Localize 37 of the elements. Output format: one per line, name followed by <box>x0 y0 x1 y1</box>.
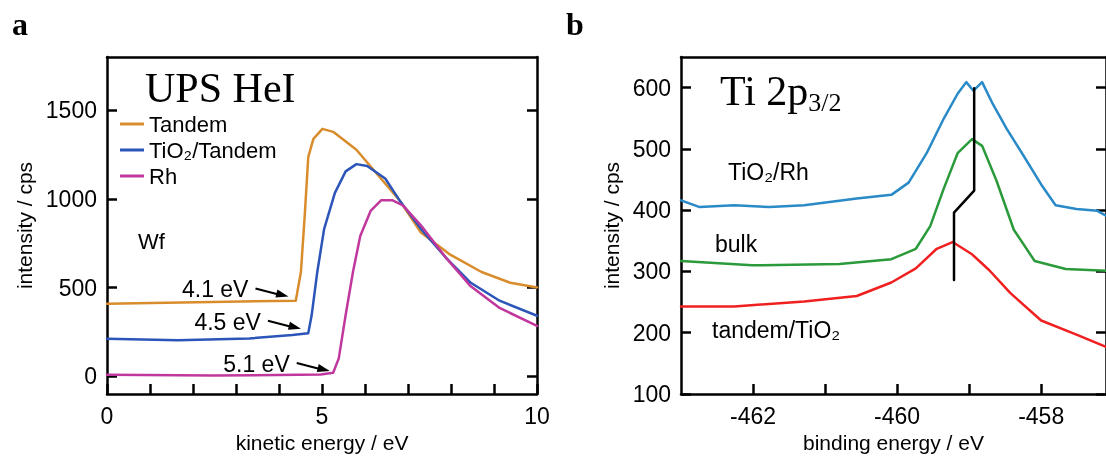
x-tick-label: -458 <box>1018 402 1065 429</box>
y-tick-label: 1500 <box>45 97 97 124</box>
x-tick-label: 5 <box>315 402 329 429</box>
annotation: 5.1 eV <box>223 350 291 377</box>
line-series <box>952 87 976 282</box>
chart-title: UPS HeI <box>145 65 296 111</box>
line-series <box>105 162 539 342</box>
text: b <box>566 6 584 42</box>
y-tick-label: 300 <box>632 258 671 285</box>
y-tick-label: 200 <box>632 319 671 346</box>
x-tick-label: -460 <box>874 402 921 429</box>
y-axis-title: intensity / cps <box>599 161 623 290</box>
series-label: bulk <box>715 230 758 257</box>
x-axis-title: kinetic energy / eV <box>235 430 409 454</box>
x-tick-label: -462 <box>730 402 777 429</box>
y-tick-label: 500 <box>58 274 97 301</box>
y-tick-label: 1000 <box>45 185 97 212</box>
annotation: 4.5 eV <box>194 308 262 335</box>
series-label: tandem/TiO₂ <box>712 316 841 343</box>
x-tick-label: 10 <box>524 402 550 429</box>
legend-label: Rh <box>149 163 178 189</box>
line-series <box>105 198 539 377</box>
y-tick-label: 0 <box>84 363 97 390</box>
legend-label: Tandem <box>149 111 228 137</box>
y-axis-title: intensity / cps <box>12 161 36 290</box>
line-series <box>679 137 1106 273</box>
y-tick-label: 600 <box>632 74 671 101</box>
annotation: Wf <box>138 228 166 254</box>
y-tick-label: 400 <box>632 197 671 224</box>
x-tick-label: 0 <box>100 402 114 429</box>
y-tick-label: 100 <box>632 381 671 407</box>
annotation: 4.1 eV <box>181 276 250 303</box>
text: a <box>12 6 28 42</box>
x-axis-title: binding energy / eV <box>803 430 984 454</box>
y-tick-label: 500 <box>632 135 671 162</box>
legend-label: TiO₂/Tandem <box>149 137 277 163</box>
series-label: TiO₂/Rh <box>728 158 809 185</box>
